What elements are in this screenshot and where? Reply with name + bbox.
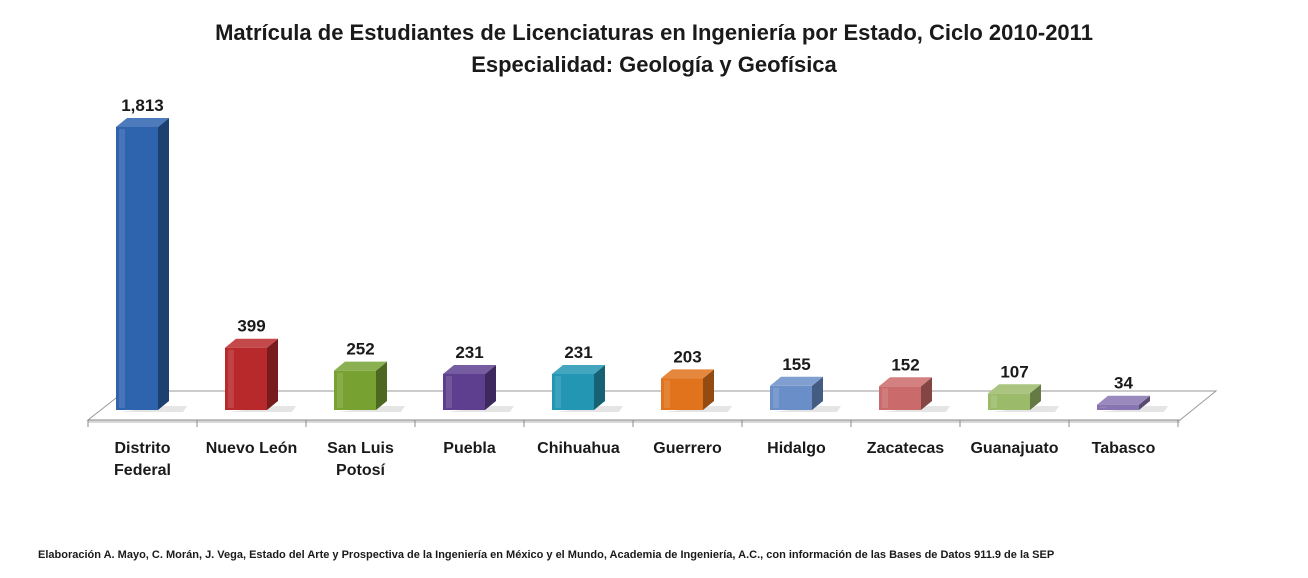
bar-front <box>988 393 1030 410</box>
data-label: 231 <box>564 343 592 362</box>
bar-top <box>552 364 605 374</box>
bar <box>116 118 187 412</box>
bar-side <box>812 376 823 410</box>
data-label: 203 <box>673 347 701 366</box>
x-tick-label-line: Guanajuato <box>970 440 1058 457</box>
bar-highlight <box>228 349 234 408</box>
data-label: 152 <box>891 355 919 374</box>
x-tick-label: San Luis Potosí <box>327 440 394 479</box>
x-tick-label: Puebla <box>443 440 496 457</box>
bar <box>879 377 950 412</box>
bar <box>552 364 623 412</box>
bar-side <box>158 118 169 410</box>
chart-subtitle: Especialidad: Geología y Geofísica <box>471 52 837 77</box>
bar <box>334 361 405 412</box>
x-tick-label-line: Distrito <box>115 440 171 457</box>
bar-side <box>921 377 932 410</box>
x-tick-label-line: San Luis <box>327 440 394 457</box>
floor-front-edge <box>88 420 1180 423</box>
bar-front <box>879 386 921 410</box>
x-tick-label: Nuevo León <box>206 440 298 457</box>
bar <box>988 384 1059 412</box>
x-tick-label-line: Puebla <box>443 440 496 457</box>
x-tick-label: Guanajuato <box>970 440 1058 457</box>
bars-group <box>116 118 1168 412</box>
bar-front <box>1097 404 1139 410</box>
chart-title: Matrícula de Estudiantes de Licenciatura… <box>215 20 1093 45</box>
x-tick-label-line: Chihuahua <box>537 440 620 457</box>
x-tick-label: Guerrero <box>653 440 722 457</box>
bar-top <box>225 338 278 348</box>
data-label: 399 <box>237 317 265 336</box>
bar-top <box>334 361 387 371</box>
bar-side <box>594 364 605 410</box>
bar <box>443 364 514 412</box>
data-label: 252 <box>346 340 374 359</box>
data-label: 107 <box>1000 362 1028 381</box>
x-tick-label: Tabasco <box>1092 440 1156 457</box>
x-tick-label-line: Zacatecas <box>867 440 944 457</box>
x-tick-label-line: Potosí <box>336 462 385 479</box>
bar-highlight <box>1100 406 1106 408</box>
bar-top <box>116 118 169 127</box>
data-label: 34 <box>1114 374 1133 393</box>
bar-highlight <box>446 375 452 408</box>
bar-side <box>703 369 714 410</box>
bar-top <box>661 369 714 379</box>
data-label: 155 <box>782 355 810 374</box>
bar-side <box>376 361 387 410</box>
x-tick-label: Chihuahua <box>537 440 620 457</box>
bar-top <box>879 377 932 387</box>
bar-side <box>267 338 278 410</box>
bar-side <box>485 364 496 410</box>
x-tick-label-line: Nuevo León <box>206 440 298 457</box>
source-footnote: Elaboración A. Mayo, C. Morán, J. Vega, … <box>38 549 1055 561</box>
data-label: 231 <box>455 343 483 362</box>
bar-side <box>1139 395 1150 410</box>
bar-side <box>1030 384 1041 410</box>
x-tick-label: Distrito Federal <box>114 440 171 479</box>
bar-highlight <box>119 129 125 408</box>
x-tick-label: Zacatecas <box>867 440 944 457</box>
bar-highlight <box>555 375 561 408</box>
bar-top <box>1097 395 1150 405</box>
bar-highlight <box>773 387 779 408</box>
x-tick-label: Hidalgo <box>767 440 826 457</box>
x-tick-label-line: Hidalgo <box>767 440 826 457</box>
bar-top <box>443 364 496 374</box>
x-tick-label-line: Tabasco <box>1092 440 1156 457</box>
value-labels-group: 1,813 399 252 231 231 203 155 152 107 34 <box>121 96 1133 393</box>
bar-top <box>988 384 1041 394</box>
bar-highlight <box>337 372 343 408</box>
category-labels-group: Distrito Federal Nuevo León San Luis Potosí P… <box>114 440 1156 479</box>
bar-top <box>770 376 823 386</box>
bar-highlight <box>991 395 997 408</box>
x-tick-label-line: Guerrero <box>653 440 722 457</box>
bar-highlight <box>664 380 670 408</box>
bar <box>770 376 841 412</box>
data-label: 1,813 <box>121 96 164 115</box>
bar <box>661 369 732 412</box>
bar <box>225 338 296 412</box>
x-tick-label-line: Federal <box>114 462 171 479</box>
bar-highlight <box>882 388 888 408</box>
bar <box>1097 395 1168 412</box>
